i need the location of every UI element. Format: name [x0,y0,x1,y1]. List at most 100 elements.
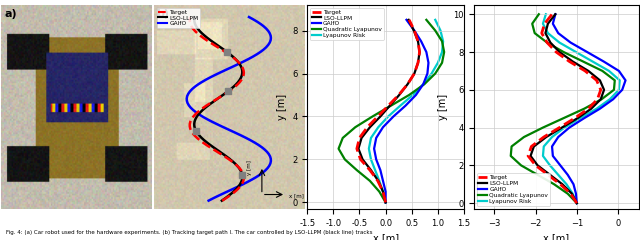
Target [543,41,551,44]
Lyapunov Risk [367,137,375,139]
Target [364,126,371,129]
GAIfO [554,136,562,138]
Line: Quadratic Lyapunov: Quadratic Lyapunov [511,14,615,203]
Line: Lyapunov Risk: Lyapunov Risk [543,14,620,203]
Lyapunov Risk [554,173,562,176]
LSO-LLPM [414,61,422,64]
Lyapunov Risk [371,169,379,172]
LSO-LLPM [584,69,592,72]
Target [538,32,545,35]
Text: x [m]: x [m] [289,193,304,198]
Quadratic Lyapunov [539,126,547,129]
Lyapunov Risk [539,22,547,25]
Lyapunov Risk [385,115,392,118]
GAIfO [379,126,387,129]
Target [527,145,535,148]
Lyapunov Risk [546,164,554,167]
Target [414,40,422,43]
Quadratic Lyapunov [353,169,361,172]
Text: Fig. 4: (a) Car robot used for the hardware experiments. (b) Tracking target pat: Fig. 4: (a) Car robot used for the hardw… [6,230,373,235]
Target [544,173,552,176]
Target [571,117,579,120]
Line: Target: Target [357,20,420,202]
Line: Target: Target [528,14,601,203]
GAIfO [381,190,389,193]
GAIfO [412,94,420,96]
Target [541,22,548,25]
Y-axis label: y [m]: y [m] [276,94,287,120]
Quadratic Lyapunov [543,41,551,44]
LSO-LLPM [534,164,541,167]
Quadratic Lyapunov [438,40,446,43]
Quadratic Lyapunov [376,190,383,193]
Target [379,190,387,193]
Target [581,69,589,72]
Target [573,202,580,204]
GAIfO [583,51,591,54]
LSO-LLPM [404,18,412,21]
Target [552,51,560,54]
Quadratic Lyapunov [507,155,515,157]
Target [524,155,532,157]
Quadratic Lyapunov [422,18,430,21]
Quadratic Lyapunov [420,83,428,86]
LSO-LLPM [558,126,566,129]
Target [416,51,424,54]
Target [381,201,389,204]
Quadratic Lyapunov [351,126,359,129]
LSO-LLPM [600,88,608,91]
GAIfO [548,145,556,148]
Lyapunov Risk [374,126,382,129]
Lyapunov Risk [573,202,580,204]
GAIfO [422,51,430,54]
LSO-LLPM [414,40,422,43]
Text: a): a) [4,9,17,19]
GAIfO [552,13,559,16]
Lyapunov Risk [616,79,623,82]
Target [584,107,592,110]
Lyapunov Risk [438,51,446,54]
GAIfO [567,41,575,44]
Lyapunov Risk [439,40,447,43]
Quadratic Lyapunov [508,145,515,148]
LSO-LLPM [569,60,577,63]
LSO-LLPM [544,22,552,25]
Lyapunov Risk [556,41,563,44]
Text: b): b) [157,9,170,19]
LSO-LLPM [381,201,389,204]
LSO-LLPM [573,202,580,204]
LSO-LLPM [541,32,549,35]
GAIfO [573,202,580,204]
Y-axis label: y [m]: y [m] [438,94,448,120]
Quadratic Lyapunov [611,79,619,82]
Quadratic Lyapunov [431,72,439,75]
Lyapunov Risk [409,94,417,96]
Line: Lyapunov Risk: Lyapunov Risk [369,20,443,202]
GAIfO [549,155,557,157]
Line: Quadratic Lyapunov: Quadratic Lyapunov [339,20,444,202]
Target [405,18,413,21]
Quadratic Lyapunov [550,183,558,186]
Target [593,79,600,82]
LSO-LLPM [404,83,412,86]
LSO-LLPM [376,115,384,118]
Line: GAIfO: GAIfO [374,20,428,202]
Target [567,192,575,195]
LSO-LLPM [556,51,563,54]
Quadratic Lyapunov [431,29,439,32]
Quadratic Lyapunov [366,180,374,182]
Lyapunov Risk [593,107,600,110]
GAIfO [419,83,427,86]
GAIfO [403,18,410,21]
LSO-LLPM [546,173,554,176]
Lyapunov Risk [605,69,613,72]
Quadratic Lyapunov [335,147,342,150]
LSO-LLPM [568,192,576,195]
GAIfO [379,180,387,182]
Target [356,158,364,161]
Quadratic Lyapunov [438,61,446,64]
GAIfO [554,32,562,35]
LSO-LLPM [379,190,387,193]
Quadratic Lyapunov [535,13,543,16]
Quadratic Lyapunov [381,201,389,204]
